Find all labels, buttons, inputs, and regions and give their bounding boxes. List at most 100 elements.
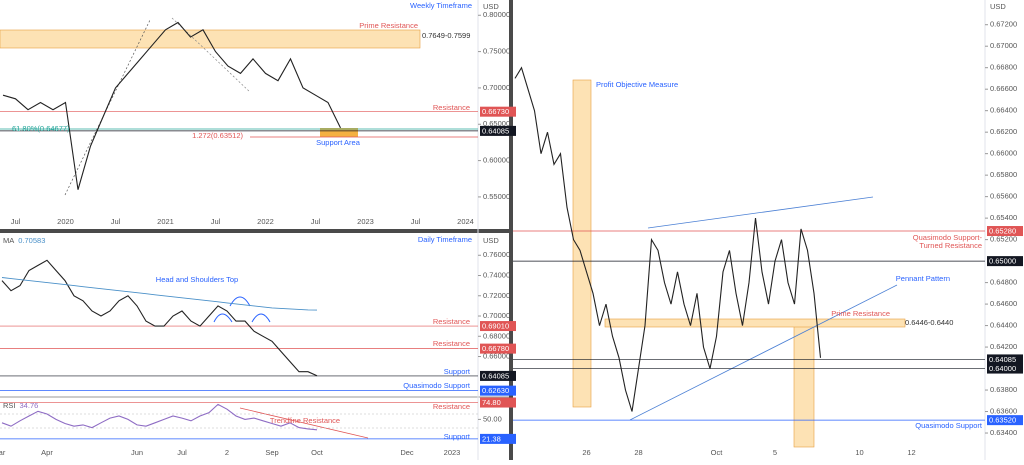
price-tag-label: 74.80 [482, 398, 501, 407]
legend-value: 0.70583 [18, 236, 45, 245]
y-tick-label: 0.68000 [483, 331, 510, 340]
axis-unit: USD [990, 2, 1006, 11]
y-tick-label: 0.67000 [990, 41, 1017, 50]
price-line [2, 21, 341, 190]
price-tag-label: 0.64085 [482, 371, 509, 380]
price-tag [480, 433, 516, 444]
price-tag [480, 370, 516, 381]
x-tick-label: ar [0, 448, 6, 457]
price-tag [480, 343, 516, 354]
pane-title: Weekly Timeframe [410, 1, 472, 10]
annotation: Turned Resistance [919, 241, 982, 250]
price-line [1, 259, 318, 377]
y-tick-label: 0.65800 [990, 170, 1017, 179]
x-tick-label: 2021 [157, 217, 174, 226]
trend-line [647, 196, 874, 229]
price-line [1, 277, 318, 311]
price-tag-label: 0.69010 [482, 322, 509, 331]
legend-name: RSI [3, 401, 16, 410]
price-tag-label: 0.62630 [482, 386, 509, 395]
y-tick-label: 0.80000 [483, 10, 510, 19]
axis-unit: USD [483, 2, 499, 11]
annotation: Resistance [433, 103, 470, 112]
x-tick-label: Jul [111, 217, 121, 226]
y-tick-label: 0.66600 [990, 84, 1017, 93]
x-tick-label: 2020 [57, 217, 74, 226]
price-line [1, 403, 318, 431]
y-tick-label: 0.74000 [483, 271, 510, 280]
annotation: Support [444, 367, 471, 376]
x-tick-label: Jul [177, 448, 187, 457]
annotation: Head and Shoulders Top [156, 275, 238, 284]
y-tick-label: 0.64800 [990, 278, 1017, 287]
price-tag [480, 385, 516, 396]
annotation: 61.80%(0.64677) [12, 124, 70, 133]
price-line [514, 66, 822, 412]
pane-separator [0, 229, 509, 233]
annotation: Quasimodo Support- [913, 233, 983, 242]
x-tick-label: 12 [907, 448, 915, 457]
x-tick-label: 2022 [257, 217, 274, 226]
y-tick-label: 0.75000 [483, 47, 510, 56]
annotation: Pennant Pattern [896, 274, 950, 283]
price-tag [987, 354, 1023, 365]
trend-line [629, 284, 898, 421]
x-tick-label: 28 [634, 448, 642, 457]
x-tick-label: 2024 [457, 217, 474, 226]
y-tick-label: 0.66000 [483, 352, 510, 361]
pane-title: Daily Timeframe [418, 235, 472, 244]
y-tick-label: 0.63400 [990, 428, 1017, 437]
zone [0, 29, 421, 49]
annotation: Resistance [433, 317, 470, 326]
zone [604, 318, 906, 328]
y-tick-label: 0.64200 [990, 342, 1017, 351]
annotation: Quasimodo Support [403, 381, 471, 390]
legend-value: 34.76 [20, 401, 39, 410]
zone [572, 79, 592, 408]
y-tick-label: 50.00 [483, 414, 502, 423]
price-tag [987, 256, 1023, 267]
y-tick-label: 0.63600 [990, 407, 1017, 416]
annotation: Prime Resistance [359, 21, 418, 30]
price-tag [987, 226, 1023, 237]
y-tick-label: 0.66200 [990, 127, 1017, 136]
x-tick-label: Sep [265, 448, 278, 457]
y-tick-label: 0.66800 [990, 63, 1017, 72]
axis-unit: USD [483, 236, 499, 245]
price-tag-label: 0.66730 [482, 107, 509, 116]
price-tag [480, 125, 516, 136]
x-tick-label: Oct [711, 448, 724, 457]
annotation: 0.6446-0.6440 [905, 318, 953, 327]
y-tick-label: 0.70000 [483, 311, 510, 320]
price-tag-label: 0.64000 [989, 364, 1016, 373]
annotation: Trendline Resistance [270, 416, 340, 425]
support-area [320, 128, 358, 137]
zone [793, 324, 815, 448]
annotation: Quasimodo Support [915, 421, 983, 430]
price-tag-label: 0.64085 [482, 126, 509, 135]
price-tag-label: 0.65280 [989, 227, 1016, 236]
y-tick-label: 0.64400 [990, 321, 1017, 330]
y-tick-label: 0.63800 [990, 385, 1017, 394]
price-tag-label: 0.64085 [989, 355, 1016, 364]
y-tick-label: 0.65400 [990, 213, 1017, 222]
price-tag [480, 397, 516, 408]
y-tick-label: 0.65000 [483, 119, 510, 128]
y-tick-label: 0.64600 [990, 299, 1017, 308]
y-tick-label: 0.66000 [990, 149, 1017, 158]
x-tick-label: Jul [311, 217, 321, 226]
y-tick-label: 0.70000 [483, 83, 510, 92]
trend-line [239, 407, 369, 439]
pane-separator [509, 0, 513, 460]
annotation: Resistance [433, 339, 470, 348]
y-tick-label: 0.72000 [483, 291, 510, 300]
annotation: Prime Resistance [831, 309, 890, 318]
x-tick-label: Jul [11, 217, 21, 226]
y-tick-label: 0.66400 [990, 106, 1017, 115]
annotation: Resistance [433, 402, 470, 411]
y-tick-label: 0.55000 [483, 192, 510, 201]
price-tag [480, 106, 516, 117]
legend-name: MA [3, 236, 14, 245]
y-tick-label: 0.67200 [990, 20, 1017, 29]
